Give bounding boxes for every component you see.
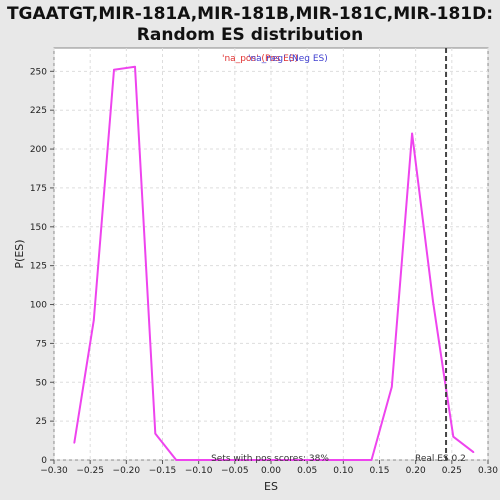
series-point: [411, 132, 413, 135]
x-axis-label: ES: [264, 480, 278, 493]
legend-neg-label: 'na_neg' (Neg ES): [248, 54, 328, 64]
y-tick-label: 200: [30, 145, 47, 155]
x-tick-label: 0.25: [442, 466, 462, 476]
series-point: [432, 300, 434, 303]
chart-title-line-2: Random ES distribution: [137, 25, 363, 45]
x-tick-label: −0.20: [113, 466, 141, 476]
series-point: [442, 369, 444, 371]
chart-title-line-1: TGAATGT,MIR-181A,MIR-181B,MIR-181C,MIR-1…: [7, 4, 493, 24]
legend-pos-label: 'na_pos' (Pos ES): [222, 54, 298, 64]
x-tick-label: 0.00: [261, 466, 281, 476]
series-point: [195, 459, 198, 461]
series-point: [452, 435, 455, 438]
x-tick-label: −0.10: [185, 466, 213, 476]
x-tick-label: −0.25: [76, 466, 104, 476]
y-tick-label: 0: [41, 456, 47, 466]
x-tick-label: −0.15: [149, 466, 177, 476]
series-point: [92, 319, 95, 321]
x-tick-label: 0.20: [406, 466, 426, 476]
series-point: [154, 432, 157, 435]
y-tick-label: 100: [30, 301, 47, 311]
series-point: [134, 65, 136, 68]
y-tick-label: 250: [30, 67, 47, 77]
series-point: [298, 459, 301, 461]
x-tick-label: 0.10: [333, 466, 353, 476]
series-point: [390, 386, 393, 388]
series-point: [215, 459, 218, 461]
series-point: [318, 459, 321, 461]
x-tick-label: 0.05: [297, 466, 317, 476]
x-tick-label: −0.05: [221, 466, 249, 476]
series-line: [73, 65, 475, 461]
x-tick-label: 0.15: [369, 466, 389, 476]
series-point: [359, 459, 362, 461]
x-tick-label: −0.30: [40, 466, 68, 476]
pos-scores-annotation: Sets with pos scores: 38%: [211, 454, 329, 464]
series-point: [472, 451, 475, 454]
y-tick-label: 25: [36, 417, 47, 427]
series-point: [257, 459, 259, 461]
series-point: [73, 442, 76, 444]
x-tick-label: 0.30: [478, 466, 498, 476]
series-layer: [73, 65, 475, 461]
series-point: [175, 459, 178, 461]
y-tick-label: 125: [30, 262, 47, 272]
y-tick-label: 150: [30, 223, 47, 233]
series-point: [236, 459, 239, 461]
y-tick-label: 175: [30, 184, 47, 194]
series-point: [338, 459, 341, 461]
y-tick-label: 75: [36, 339, 47, 349]
series-point: [370, 459, 373, 461]
tick-layer: 0 25 50 75 100 125 150 175 200 225 250 −0.30 −0.25 −0…: [30, 67, 498, 476]
y-tick-label: 225: [30, 106, 47, 116]
series-point: [277, 459, 280, 461]
y-tick-label: 50: [36, 378, 48, 388]
y-axis-label: P(ES): [13, 239, 26, 268]
series-point: [113, 68, 115, 71]
real-es-annotation: Real ES 0.2: [415, 454, 466, 464]
